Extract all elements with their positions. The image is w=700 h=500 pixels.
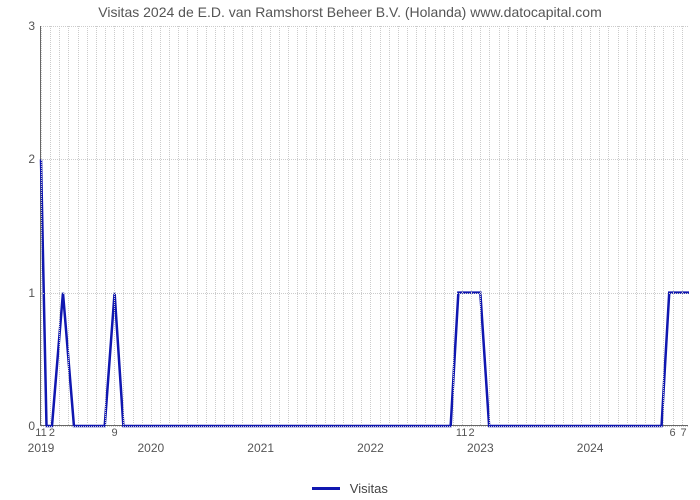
x-minor-label: 7: [680, 427, 686, 439]
visits-line-chart: Visitas 2024 de E.D. van Ramshorst Behee…: [0, 0, 700, 500]
x-minor-label: 2: [468, 427, 474, 439]
grid-line-v: [599, 26, 600, 425]
grid-line-v: [68, 26, 69, 425]
chart-title: Visitas 2024 de E.D. van Ramshorst Behee…: [0, 4, 700, 20]
grid-line-v: [462, 26, 463, 425]
grid-line-v: [645, 26, 646, 425]
grid-line-v: [123, 26, 124, 425]
grid-line-v: [187, 26, 188, 425]
grid-line-v: [59, 26, 60, 425]
grid-line-v: [87, 26, 88, 425]
grid-line-v: [215, 26, 216, 425]
grid-line-v: [554, 26, 555, 425]
grid-line-v: [105, 26, 106, 425]
grid-line-v: [627, 26, 628, 425]
grid-line-v: [636, 26, 637, 425]
grid-line-v: [544, 26, 545, 425]
grid-line-v: [453, 26, 454, 425]
grid-line-v: [178, 26, 179, 425]
grid-line-v: [608, 26, 609, 425]
grid-line-v: [114, 26, 115, 425]
grid-line-v: [279, 26, 280, 425]
x-year-label: 2019: [28, 441, 55, 455]
grid-line-v: [306, 26, 307, 425]
grid-line-v: [590, 26, 591, 425]
grid-line-v: [96, 26, 97, 425]
grid-line-v: [471, 26, 472, 425]
grid-line-v: [169, 26, 170, 425]
grid-line-v: [297, 26, 298, 425]
grid-line-v: [416, 26, 417, 425]
x-minor-label: 2: [49, 427, 55, 439]
x-year-label: 2020: [137, 441, 164, 455]
x-minor-label: 11: [456, 427, 467, 439]
x-year-label: 2021: [247, 441, 274, 455]
grid-line-v: [508, 26, 509, 425]
grid-line-v: [50, 26, 51, 425]
grid-line-v: [370, 26, 371, 425]
grid-line-v: [316, 26, 317, 425]
grid-line-v: [407, 26, 408, 425]
grid-line-v: [618, 26, 619, 425]
grid-line-v: [380, 26, 381, 425]
grid-line-v: [517, 26, 518, 425]
grid-line-v: [654, 26, 655, 425]
grid-line-v: [242, 26, 243, 425]
x-minor-label: 11: [35, 427, 46, 439]
grid-line-v: [499, 26, 500, 425]
grid-line-v: [352, 26, 353, 425]
grid-line-v: [78, 26, 79, 425]
grid-line-v: [425, 26, 426, 425]
grid-line-v: [361, 26, 362, 425]
grid-line-v: [133, 26, 134, 425]
grid-line-v: [288, 26, 289, 425]
line-series: [41, 26, 689, 426]
x-minor-label: 6: [669, 427, 675, 439]
y-tick-label: 3: [21, 19, 41, 33]
grid-line-v: [535, 26, 536, 425]
grid-line-v: [398, 26, 399, 425]
grid-line-v: [197, 26, 198, 425]
grid-line-v: [682, 26, 683, 425]
grid-line-h: [41, 426, 688, 427]
x-year-label: 2022: [357, 441, 384, 455]
grid-line-v: [160, 26, 161, 425]
x-year-label: 2024: [577, 441, 604, 455]
grid-line-v: [261, 26, 262, 425]
grid-line-v: [252, 26, 253, 425]
grid-line-v: [673, 26, 674, 425]
grid-line-v: [526, 26, 527, 425]
y-tick-label: 1: [21, 286, 41, 300]
grid-line-v: [663, 26, 664, 425]
grid-line-v: [489, 26, 490, 425]
grid-line-v: [435, 26, 436, 425]
grid-line-v: [206, 26, 207, 425]
legend-label: Visitas: [350, 481, 388, 496]
grid-line-v: [334, 26, 335, 425]
legend: Visitas: [0, 480, 700, 496]
grid-line-v: [581, 26, 582, 425]
y-tick-label: 2: [21, 152, 41, 166]
plot-area: 0123201920202021202220232024112911267: [40, 26, 688, 426]
x-year-label: 2023: [467, 441, 494, 455]
grid-line-v: [343, 26, 344, 425]
grid-line-v: [270, 26, 271, 425]
grid-line-v: [563, 26, 564, 425]
grid-line-v: [325, 26, 326, 425]
grid-line-v: [389, 26, 390, 425]
x-minor-label: 9: [112, 427, 118, 439]
grid-line-v: [233, 26, 234, 425]
legend-swatch: [312, 487, 340, 490]
grid-line-v: [480, 26, 481, 425]
grid-line-v: [151, 26, 152, 425]
grid-line-v: [444, 26, 445, 425]
grid-line-v: [142, 26, 143, 425]
grid-line-v: [224, 26, 225, 425]
grid-line-v: [572, 26, 573, 425]
grid-line-v: [41, 26, 42, 425]
